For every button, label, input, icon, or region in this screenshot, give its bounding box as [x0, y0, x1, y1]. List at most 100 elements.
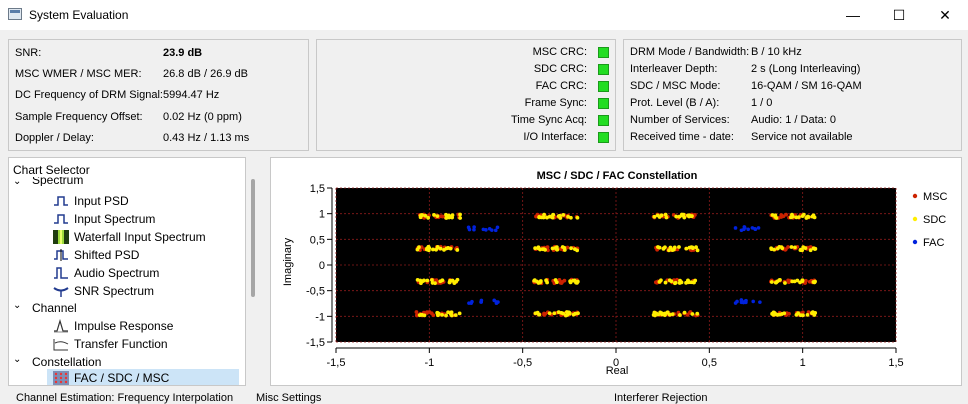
tab-misc-settings[interactable]: Misc Settings: [256, 392, 322, 404]
constellation-point-msc: [558, 280, 563, 285]
shifted-psd-icon: [54, 249, 68, 261]
stat-label: Doppler / Delay:: [15, 132, 94, 144]
constellation-point-sdc: [670, 312, 675, 317]
constellation-point-sdc: [550, 215, 555, 220]
expand-channel-icon[interactable]: ⌄: [13, 300, 22, 311]
tree-item-input-spectrum[interactable]: Input Spectrum: [74, 212, 156, 226]
constellation-point-sdc: [533, 311, 538, 316]
constellation-point-sdc: [562, 248, 567, 252]
y-tick-label: 1,5: [310, 183, 325, 195]
frame-sync-led: [598, 98, 609, 109]
msc-crc-led: [598, 47, 609, 58]
constellation-point-sdc: [431, 247, 435, 252]
constellation-point-sdc: [665, 310, 670, 315]
constellation-icon: [53, 371, 69, 385]
chart-title: MSC / SDC / FAC Constellation: [537, 170, 698, 182]
close-button[interactable]: ✕: [939, 6, 951, 23]
audio-spectrum-icon: [54, 267, 68, 279]
spectrum-icon: [54, 214, 68, 224]
y-tick-label: -1: [315, 311, 325, 323]
constellation-point-sdc: [575, 279, 580, 284]
constellation-point-sdc: [538, 247, 542, 252]
constellation-point-sdc: [810, 311, 814, 315]
constellation-point-sdc: [801, 245, 806, 250]
constellation-point-sdc: [440, 312, 445, 317]
constellation-point-sdc: [653, 313, 657, 318]
constellation-point-sdc: [453, 313, 458, 317]
constellation-point-fac: [746, 227, 750, 232]
constellation-point-sdc: [682, 310, 687, 315]
constellation-point-fac: [481, 227, 486, 232]
constellation-point-msc: [784, 212, 788, 217]
constellation-point-sdc: [438, 246, 443, 251]
snr-spectrum-icon: [53, 287, 69, 297]
constellation-point-sdc: [444, 216, 449, 220]
constellation-point-sdc: [658, 310, 663, 315]
constellation-point-sdc: [659, 278, 663, 283]
constellation-point-sdc: [790, 215, 794, 219]
maximize-button[interactable]: ☐: [892, 6, 906, 23]
constellation-point-sdc: [532, 278, 537, 283]
tree-item-transfer-function[interactable]: Transfer Function: [74, 337, 168, 351]
constellation-point-sdc: [772, 310, 777, 315]
tree-item-snr-spectrum[interactable]: SNR Spectrum: [74, 284, 155, 298]
y-axis-label: Imaginary: [282, 237, 294, 286]
tab-channel-estimation[interactable]: Channel Estimation: Frequency Interpolat…: [16, 392, 234, 404]
constellation-point-sdc: [798, 247, 803, 252]
scrollbar-thumb[interactable]: [251, 179, 255, 297]
status-label: SDC CRC:: [533, 63, 587, 75]
tree-item-waterfall[interactable]: Waterfall Input Spectrum: [74, 230, 206, 244]
constellation-point-fac: [735, 299, 739, 304]
constellation-point-sdc: [667, 248, 671, 253]
tab-interferer-rejection[interactable]: Interferer Rejection: [614, 392, 708, 404]
x-tick-label: -0,5: [513, 357, 532, 369]
legend-label-msc: MSC: [923, 191, 948, 203]
constellation-point-fac: [472, 227, 476, 232]
constellation-point-fac: [756, 226, 761, 230]
constellation-point-sdc: [538, 280, 543, 285]
time-sync-led: [598, 115, 609, 126]
tree-item-shifted-psd[interactable]: Shifted PSD: [74, 248, 140, 262]
constellation-point-sdc: [564, 310, 569, 314]
constellation-point-sdc: [664, 215, 669, 220]
legend-label-sdc: SDC: [923, 214, 946, 226]
expand-spectrum-icon[interactable]: ⌄: [13, 176, 22, 187]
tree-node-constellation[interactable]: Constellation: [32, 355, 102, 369]
constellation-point-sdc: [569, 246, 573, 251]
constellation-point-sdc: [783, 281, 787, 285]
constellation-point-sdc: [690, 312, 695, 316]
constellation-point-sdc: [805, 312, 810, 317]
constellation-point-sdc: [687, 245, 692, 250]
constellation-point-msc: [427, 310, 432, 314]
tree-node-channel[interactable]: Channel: [32, 301, 77, 315]
constellation-point-sdc: [780, 246, 785, 251]
constellation-point-fac: [739, 298, 744, 302]
constellation-point-sdc: [440, 278, 445, 283]
tree-item-input-psd[interactable]: Input PSD: [74, 194, 129, 208]
constellation-point-sdc: [420, 313, 425, 317]
psd-icon: [54, 196, 68, 206]
tree-item-audio-spectrum[interactable]: Audio Spectrum: [74, 266, 160, 280]
tree-node-spectrum[interactable]: Spectrum: [32, 177, 84, 186]
constellation-point-sdc: [539, 215, 544, 220]
tree-item-impulse-response[interactable]: Impulse Response: [74, 319, 174, 333]
tree-scrollbar[interactable]: [246, 157, 260, 386]
drm-label: Prot. Level (B / A):: [630, 97, 720, 109]
expand-constellation-icon[interactable]: ⌄: [13, 354, 22, 365]
constellation-point-sdc: [458, 216, 463, 220]
title-bar: System Evaluation — ☐ ✕: [0, 0, 968, 30]
constellation-point-fac: [494, 301, 499, 306]
constellation-point-msc: [779, 215, 784, 219]
drm-value: B / 10 kHz: [751, 46, 802, 58]
status-label: I/O Interface:: [523, 131, 587, 143]
constellation-point-sdc: [560, 245, 565, 249]
constellation-point-msc: [534, 214, 538, 219]
constellation-point-sdc: [575, 248, 580, 253]
constellation-point-sdc: [447, 215, 451, 220]
constellation-point-sdc: [420, 213, 425, 217]
minimize-button[interactable]: —: [846, 7, 860, 23]
tree-item-fac-sdc-msc[interactable]: FAC / SDC / MSC: [74, 371, 170, 385]
x-tick-label: 0: [613, 357, 619, 369]
constellation-point-msc: [546, 248, 550, 253]
signal-stats-panel: SNR: 23.9 dB MSC WMER / MSC MER: 26.8 dB…: [8, 39, 309, 151]
